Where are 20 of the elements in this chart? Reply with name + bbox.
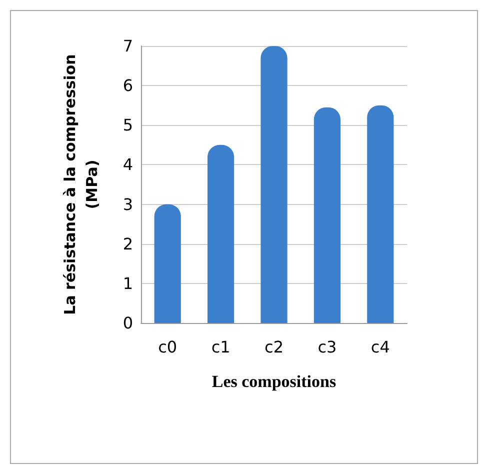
y-tick-label: 6 [122,76,133,96]
y-tick-label: 3 [122,194,133,214]
y-tick-label: 7 [122,36,133,56]
y-tick-label: 2 [122,234,133,254]
x-tick-label: c2 [264,338,284,356]
bar [367,105,394,323]
bar [154,204,181,323]
x-axis-title: Les compositions [212,372,336,391]
y-tick-label: 0 [122,314,133,332]
x-tick-label: c1 [211,338,230,356]
y-tick-label: 1 [122,274,133,293]
x-tick-label: c0 [158,338,178,356]
bar [208,144,234,323]
bar [260,46,288,323]
x-tick-label: c3 [318,338,337,356]
y-axis-title: La résistance à la compression (MPa) [61,54,101,315]
y-tick-label: 5 [122,116,133,135]
bar [314,107,340,323]
x-tick-label: c4 [370,338,390,356]
y-tick-label: 4 [122,155,133,174]
